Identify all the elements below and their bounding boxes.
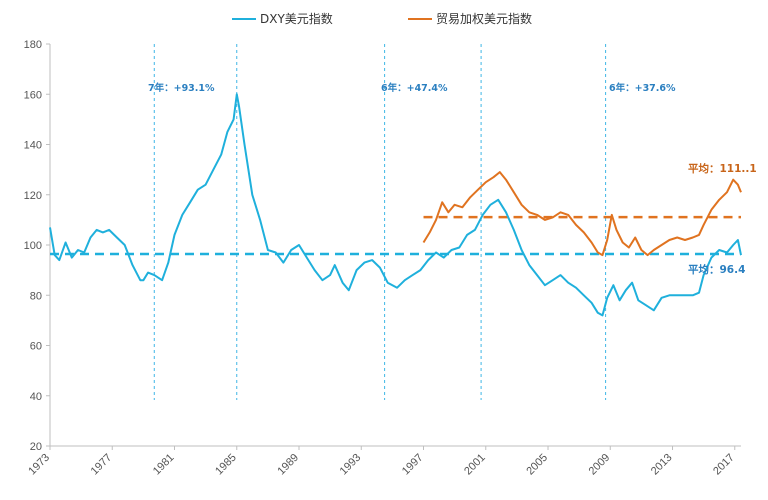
legend-label-trade-weighted: 贸易加权美元指数 (436, 11, 532, 26)
y-tick-label-40: 40 (30, 391, 42, 403)
x-tick-label-1989: 1989 (275, 452, 301, 478)
y-tick-label-100: 100 (24, 240, 42, 252)
legend-label-dxy: DXY美元指数 (260, 11, 333, 26)
y-tick-label-80: 80 (30, 290, 42, 302)
annotation-1994: 6年：+47.4% (381, 82, 448, 94)
reference-lines (50, 215, 741, 256)
annotation-1979: 7年：+93.1% (148, 82, 215, 94)
y-tick-label-20: 20 (30, 441, 42, 453)
x-tick-label-2001: 2001 (462, 452, 488, 478)
avg-label-trade-weighted: 平均：111..1 (688, 162, 757, 175)
x-tick-label-1973: 1973 (26, 452, 52, 478)
x-tick-label-1997: 1997 (400, 452, 426, 478)
x-tick-label-2005: 2005 (524, 452, 550, 478)
y-tick-label-180: 180 (24, 39, 42, 51)
y-tick-label-140: 140 (24, 140, 42, 152)
x-tick-label-2017: 2017 (711, 452, 737, 478)
series-line-1 (422, 171, 742, 257)
x-tick-label-1985: 1985 (213, 452, 239, 478)
x-tick-label-1977: 1977 (89, 452, 115, 478)
y-tick-label-160: 160 (24, 89, 42, 101)
series-line-0 (49, 93, 742, 317)
avg-label-dxy: 平均：96.4 (688, 263, 745, 276)
chart-annotations: 7年：+93.1% 6年：+47.4% 6年：+37.6% 平均：111..1 … (148, 82, 757, 276)
x-tick-label-1981: 1981 (151, 452, 177, 478)
axes: 20 40 60 80 100 120 140 160 180 1973 1977 1981 1985 1… (24, 39, 741, 477)
legend: DXY美元指数 贸易加权美元指数 (232, 11, 532, 26)
y-tick-label-60: 60 (30, 341, 42, 353)
series-lines (49, 93, 742, 317)
x-tick-label-2009: 2009 (587, 452, 613, 478)
x-tick-label-2013: 2013 (649, 452, 675, 478)
y-tick-label-120: 120 (24, 190, 42, 202)
annotation-2008: 6年：+37.6% (609, 82, 676, 94)
x-tick-label-1993: 1993 (338, 452, 364, 478)
vertical-markers (153, 44, 607, 400)
